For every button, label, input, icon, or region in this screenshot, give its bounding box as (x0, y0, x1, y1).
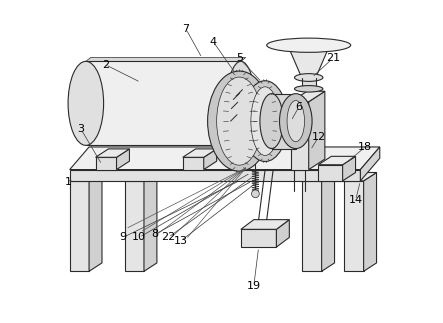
Polygon shape (288, 45, 330, 78)
Polygon shape (309, 91, 325, 170)
Polygon shape (319, 156, 356, 165)
Polygon shape (342, 156, 356, 181)
Polygon shape (144, 172, 157, 271)
Polygon shape (344, 181, 364, 271)
Polygon shape (96, 149, 129, 157)
Polygon shape (183, 149, 217, 157)
Text: 22: 22 (161, 233, 175, 242)
Polygon shape (272, 94, 296, 149)
Polygon shape (302, 181, 322, 271)
Ellipse shape (68, 61, 104, 145)
Text: 6: 6 (295, 102, 303, 111)
Polygon shape (124, 172, 157, 181)
Polygon shape (241, 229, 276, 247)
Text: 13: 13 (174, 236, 188, 245)
Text: 18: 18 (358, 142, 372, 152)
Polygon shape (96, 157, 117, 170)
Polygon shape (70, 181, 89, 271)
Ellipse shape (251, 87, 280, 155)
Text: 14: 14 (349, 195, 363, 205)
Ellipse shape (295, 86, 323, 92)
Polygon shape (70, 170, 361, 181)
Ellipse shape (252, 190, 259, 198)
Polygon shape (89, 172, 102, 271)
Polygon shape (302, 78, 316, 89)
Polygon shape (319, 165, 342, 181)
Text: 21: 21 (326, 53, 340, 63)
Polygon shape (204, 149, 217, 170)
Polygon shape (117, 149, 129, 170)
Ellipse shape (260, 94, 283, 149)
Text: 9: 9 (120, 233, 127, 242)
Ellipse shape (227, 61, 255, 145)
Polygon shape (344, 172, 377, 181)
Ellipse shape (217, 77, 262, 165)
Polygon shape (183, 157, 204, 170)
Polygon shape (291, 102, 309, 170)
Text: 7: 7 (183, 24, 190, 34)
Polygon shape (124, 181, 144, 271)
Text: 10: 10 (132, 233, 146, 242)
Ellipse shape (242, 81, 288, 162)
Polygon shape (70, 172, 102, 181)
Text: 1: 1 (65, 178, 72, 187)
Polygon shape (86, 57, 246, 61)
Polygon shape (86, 61, 241, 145)
Text: 19: 19 (247, 281, 261, 291)
Text: 5: 5 (236, 53, 243, 63)
Text: 3: 3 (78, 124, 85, 134)
Ellipse shape (208, 71, 271, 171)
Polygon shape (361, 147, 380, 181)
Ellipse shape (280, 94, 312, 149)
Polygon shape (302, 172, 334, 181)
Ellipse shape (287, 100, 304, 142)
Ellipse shape (295, 74, 323, 81)
Ellipse shape (267, 38, 351, 52)
Polygon shape (70, 147, 380, 170)
Polygon shape (322, 172, 334, 271)
Polygon shape (276, 220, 289, 247)
Polygon shape (241, 220, 289, 229)
Text: 2: 2 (101, 60, 109, 69)
Polygon shape (364, 172, 377, 271)
Text: 4: 4 (210, 37, 217, 47)
Text: 8: 8 (152, 229, 159, 239)
Text: 12: 12 (311, 132, 326, 142)
Polygon shape (291, 91, 325, 102)
